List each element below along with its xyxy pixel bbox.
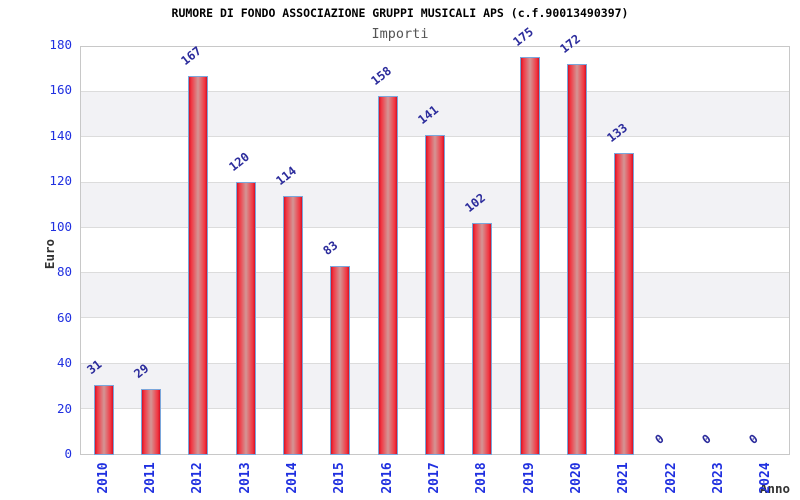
- chart-title: RUMORE DI FONDO ASSOCIAZIONE GRUPPI MUSI…: [171, 6, 629, 20]
- bar-2019: [519, 57, 540, 455]
- y-tick-label-20: 20: [56, 400, 72, 416]
- x-tick-label-2020: 2020: [569, 462, 584, 494]
- x-tick-label-2014: 2014: [285, 462, 300, 494]
- bar-2021: [614, 153, 635, 455]
- bar-2016: [377, 96, 398, 455]
- x-tick-label-2024: 2024: [758, 462, 774, 494]
- y-tick-label-40: 40: [56, 355, 72, 371]
- bar-2010: [93, 385, 114, 455]
- x-tick-label-2011: 2011: [143, 462, 158, 494]
- y-tick-label-100: 100: [49, 218, 72, 234]
- x-tick-label-2015: 2015: [332, 462, 348, 494]
- y-tick-label-60: 60: [56, 309, 72, 325]
- chart-subtitle: Importi: [371, 26, 429, 42]
- y-tick-label-0: 0: [64, 446, 72, 461]
- x-tick-label-2021: 2021: [616, 462, 632, 494]
- bar-2015: [330, 266, 351, 455]
- x-axis-title: Anno: [759, 481, 790, 496]
- y-tick-label-140: 140: [49, 127, 72, 143]
- x-tick-label-2012: 2012: [190, 462, 206, 494]
- x-tick-label-2016: 2016: [379, 462, 395, 494]
- x-tick-label-2013: 2013: [237, 462, 253, 494]
- x-tick-label-2019: 2019: [521, 462, 537, 494]
- bar-2013: [235, 182, 256, 455]
- bar-2018: [472, 223, 493, 455]
- bar-2011: [141, 389, 161, 455]
- x-tick-label-2018: 2018: [474, 462, 490, 494]
- y-tick-label-120: 120: [49, 173, 72, 189]
- x-tick-label-2010: 2010: [95, 462, 111, 494]
- x-tick-label-2022: 2022: [663, 462, 679, 494]
- bar-2012: [188, 76, 209, 455]
- x-tick-label-2023: 2023: [711, 462, 726, 494]
- bar-2017: [425, 135, 445, 455]
- bar-2020: [567, 64, 587, 455]
- x-tick-label-2017: 2017: [427, 462, 442, 494]
- y-tick-label-80: 80: [56, 264, 72, 280]
- bar-2014: [283, 196, 303, 455]
- y-tick-label-160: 160: [49, 82, 72, 98]
- y-tick-label-180: 180: [49, 37, 72, 52]
